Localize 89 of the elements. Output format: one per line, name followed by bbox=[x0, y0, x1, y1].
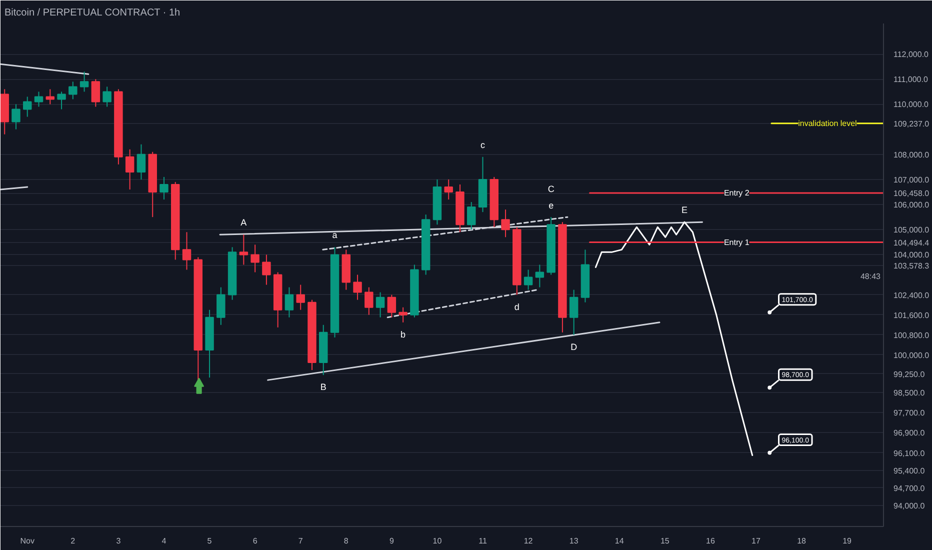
candlestick bbox=[239, 234, 248, 266]
x-tick-label: 13 bbox=[569, 536, 579, 546]
x-tick-label: 15 bbox=[660, 536, 670, 546]
x-tick-label: 9 bbox=[389, 536, 394, 546]
y-tick-label: 100,000.0 bbox=[894, 350, 930, 360]
candlestick bbox=[34, 91, 44, 108]
candlestick bbox=[387, 294, 396, 318]
x-tick-label: 5 bbox=[207, 536, 212, 546]
y-tick-label: 106,458.0 bbox=[894, 189, 930, 198]
y-tick-label: 112,000.0 bbox=[894, 50, 930, 60]
series-label: Entry 2 bbox=[724, 188, 750, 198]
x-tick-label: 12 bbox=[524, 536, 534, 546]
y-tick-label: 105,000.0 bbox=[894, 226, 930, 235]
x-tick-label: 18 bbox=[797, 536, 807, 546]
candlestick bbox=[68, 81, 78, 100]
candlestick bbox=[22, 96, 32, 118]
annotation: a bbox=[332, 230, 338, 240]
y-tick-label: 94,700.0 bbox=[894, 484, 926, 493]
annotation: d bbox=[514, 302, 520, 312]
annotation: c bbox=[480, 140, 486, 150]
annotation: A bbox=[240, 218, 247, 228]
chart-title: Bitcoin / PERPETUAL CONTRACT · 1h bbox=[4, 8, 180, 18]
y-tick-label: 104,494.4 bbox=[894, 238, 930, 248]
y-tick-label: 108,000.0 bbox=[894, 150, 930, 160]
x-tick-label: Nov bbox=[20, 536, 34, 546]
x-tick-label: 10 bbox=[432, 536, 442, 546]
candlestick bbox=[91, 78, 100, 108]
y-tick-label: 97,700.0 bbox=[894, 408, 926, 418]
candlestick bbox=[376, 292, 385, 318]
y-tick-label: 98,500.0 bbox=[894, 388, 926, 398]
y-tick-label: 94,000.0 bbox=[894, 501, 926, 510]
y-tick-label: 103,578.3 bbox=[894, 261, 930, 270]
candlestick bbox=[364, 286, 374, 316]
x-tick-label: 2 bbox=[70, 536, 76, 546]
y-tick-label: 107,000.0 bbox=[894, 175, 930, 184]
y-tick-label: 104,000.0 bbox=[894, 250, 930, 260]
y-tick-label: 95,400.0 bbox=[894, 466, 926, 476]
y-tick-label: 101,600.0 bbox=[894, 310, 930, 320]
candlestick bbox=[102, 86, 112, 108]
y-tick-label: 109,237.0 bbox=[894, 119, 930, 128]
candlestick bbox=[216, 286, 226, 326]
candlestick bbox=[353, 274, 362, 300]
candlestick bbox=[12, 104, 20, 130]
annotation: 48:43 bbox=[860, 272, 882, 282]
candlestick bbox=[182, 232, 192, 270]
candlestick bbox=[467, 202, 476, 230]
x-tick-label: 14 bbox=[614, 536, 624, 546]
candlestick bbox=[46, 88, 55, 105]
x-tick-label: 19 bbox=[842, 536, 852, 546]
y-tick-label: 110,000.0 bbox=[894, 100, 930, 110]
x-tick-label: 11 bbox=[478, 536, 488, 546]
annotation: C bbox=[548, 184, 555, 194]
y-tick-label: 100,800.0 bbox=[894, 330, 930, 340]
candlestick bbox=[535, 264, 544, 288]
x-tick-label: 16 bbox=[706, 536, 716, 546]
x-tick-label: 6 bbox=[252, 536, 258, 546]
annotation: E bbox=[681, 205, 688, 216]
candlestick bbox=[125, 148, 134, 190]
candlestick bbox=[569, 289, 578, 336]
candlestick bbox=[296, 284, 305, 310]
x-tick-label: 4 bbox=[162, 536, 167, 546]
y-tick-label: 102,400.0 bbox=[894, 290, 930, 300]
annotation: D bbox=[570, 342, 578, 352]
candlestick bbox=[524, 269, 533, 290]
annotation: e bbox=[548, 200, 554, 211]
candlestick bbox=[136, 144, 146, 180]
x-tick-label: 7 bbox=[298, 536, 304, 546]
series-label: Entry 1 bbox=[724, 238, 750, 247]
candlestick bbox=[250, 244, 260, 273]
candlestick bbox=[444, 178, 453, 200]
candlestick bbox=[398, 306, 408, 323]
candlestick bbox=[262, 254, 271, 286]
annotation: B bbox=[320, 382, 326, 392]
line-series bbox=[594, 221, 754, 456]
y-tick-label: 111,000.0 bbox=[894, 75, 928, 84]
annotation: b bbox=[400, 329, 406, 340]
candlestick bbox=[284, 286, 294, 318]
candlestick bbox=[80, 71, 89, 92]
y-tick-label: 96,100.0 bbox=[894, 448, 926, 458]
x-tick-label: 3 bbox=[116, 536, 122, 546]
x-tick-label: 8 bbox=[344, 536, 349, 546]
x-tick-label: 17 bbox=[752, 536, 761, 546]
y-tick-label: 99,250.0 bbox=[894, 370, 926, 379]
y-tick-label: 106,000.0 bbox=[894, 200, 930, 210]
y-tick-label: 96,900.0 bbox=[894, 428, 926, 438]
candlestick bbox=[57, 91, 66, 110]
candlestick bbox=[160, 176, 168, 200]
candlestick bbox=[501, 209, 510, 238]
series-label: invalidation level bbox=[798, 118, 858, 128]
